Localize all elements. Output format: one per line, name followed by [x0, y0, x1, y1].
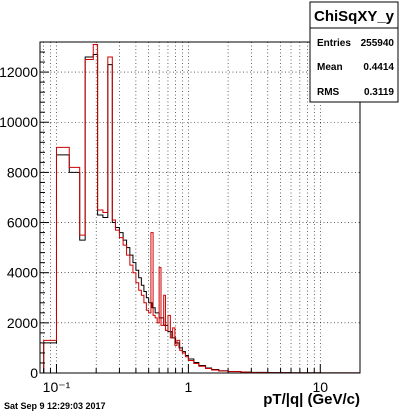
axis-ticks — [40, 41, 361, 374]
x-axis-title: pT/|q| (GeV/c) — [263, 391, 360, 408]
x-tick-label: 10 — [313, 379, 329, 395]
x-tick-label: 1 — [184, 379, 192, 395]
y-tick-label: 4000 — [7, 265, 38, 281]
y-tick-labels: 2000 4000 6000 8000 10000 12000 0 — [0, 64, 38, 381]
footer-timestamp: Sat Sep 9 12:29:03 2017 — [4, 401, 106, 411]
stats-box-frame — [309, 1, 399, 103]
y-tick-label: 10000 — [0, 114, 38, 130]
y-tick-label: 8000 — [7, 164, 38, 180]
stats-entries-value: 255940 — [361, 38, 395, 49]
stats-box: ChiSqXY_y Entries 255940 Mean 0.4414 RMS… — [309, 1, 399, 103]
x-tick-labels: 10⁻¹ 1 10 — [43, 379, 329, 395]
stats-rms-label: RMS — [317, 87, 340, 98]
x-tick-label: 10⁻¹ — [43, 379, 71, 395]
plot-frame — [39, 41, 361, 374]
stats-title: ChiSqXY_y — [314, 8, 395, 25]
y-tick-label: 2000 — [7, 315, 38, 331]
stats-mean-label: Mean — [317, 62, 343, 73]
series-red — [43, 44, 361, 374]
histogram-outline-red — [43, 44, 361, 374]
y-tick-label: 6000 — [7, 215, 38, 231]
stats-entries-label: Entries — [317, 38, 351, 49]
histogram-series — [43, 44, 361, 374]
stats-rms-value: 0.3119 — [364, 87, 394, 98]
y-tick-label: 12000 — [0, 64, 38, 80]
y-tick-label-zero: 0 — [30, 365, 38, 381]
stats-mean-value: 0.4414 — [363, 62, 394, 73]
